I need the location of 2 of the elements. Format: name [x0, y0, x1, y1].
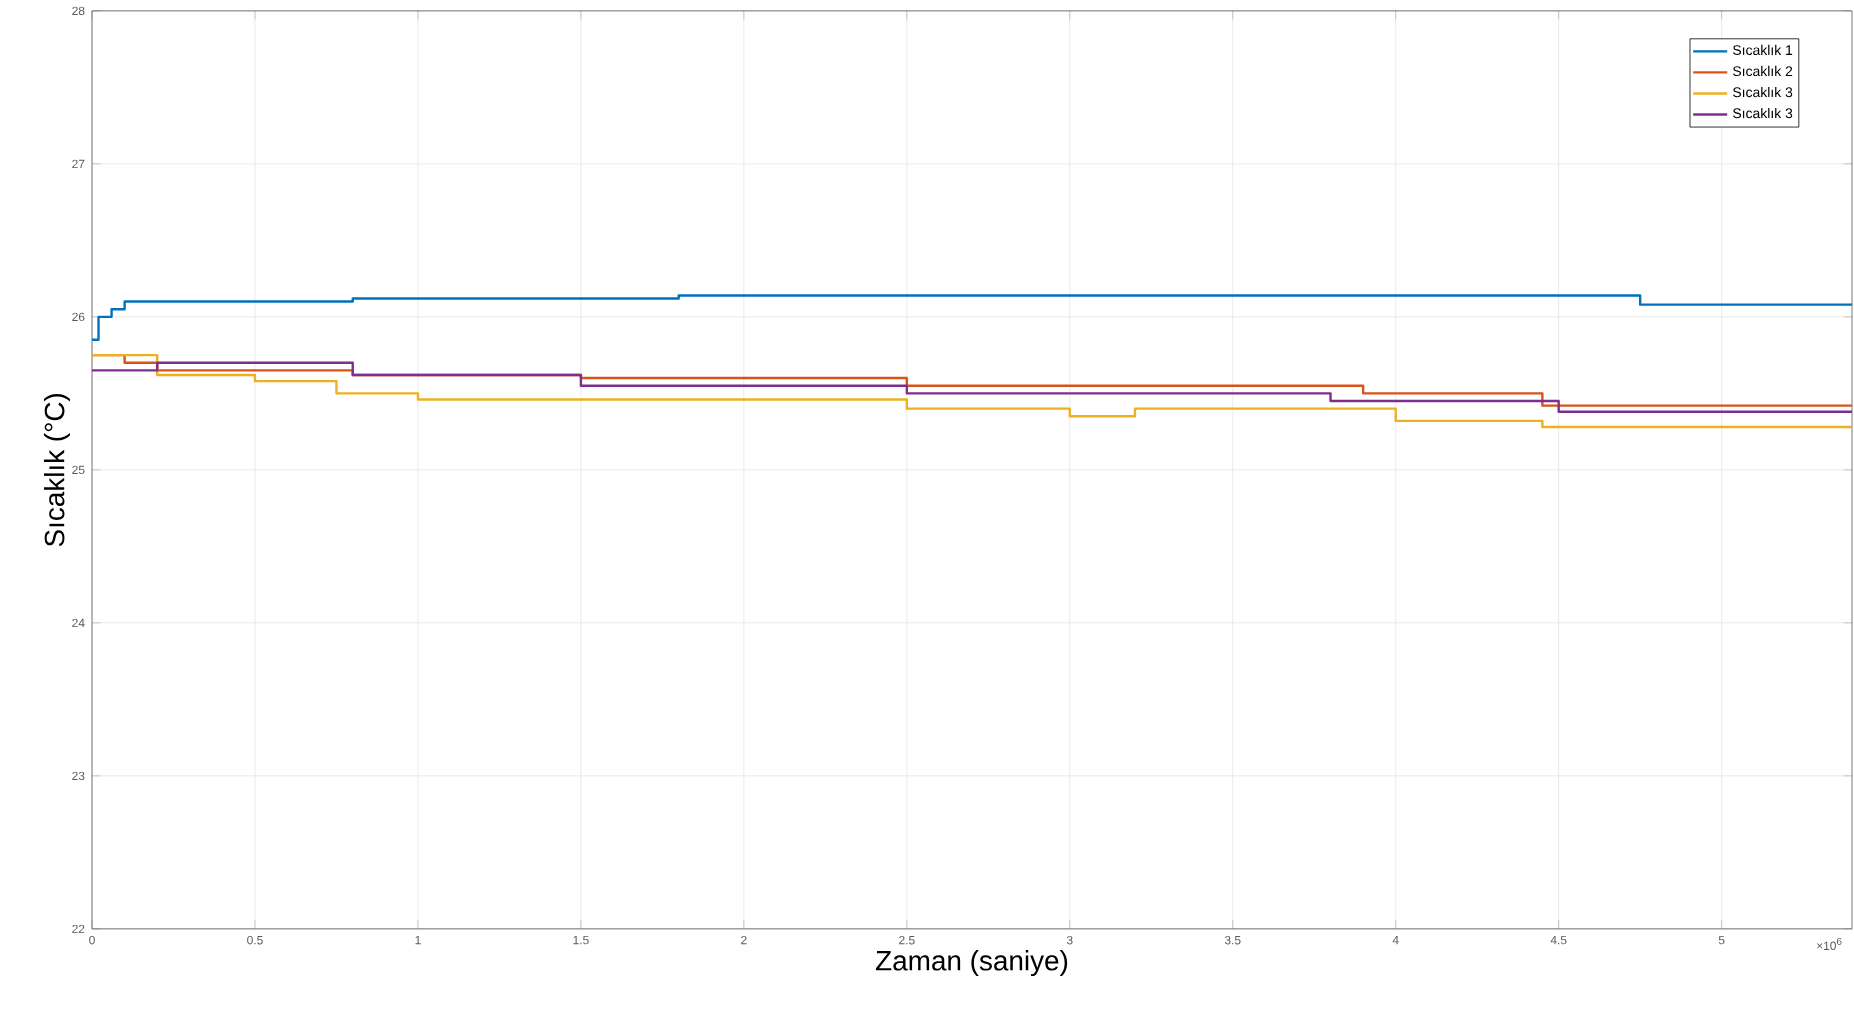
- x-axis-title: Zaman (saniye): [876, 949, 1068, 976]
- y-axis-title: Sıcaklık (°C): [43, 393, 70, 546]
